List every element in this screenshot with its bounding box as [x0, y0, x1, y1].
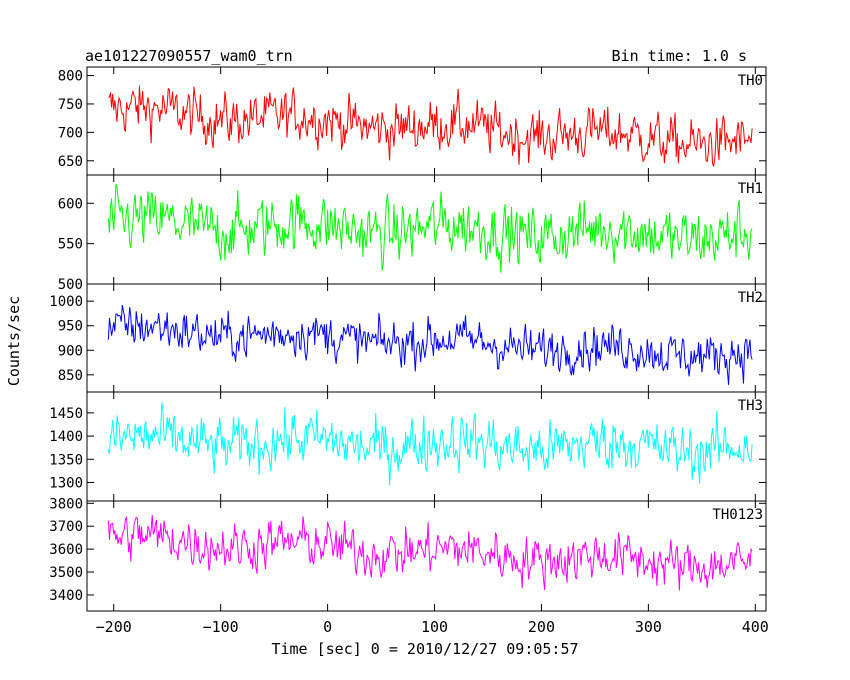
- panel-frame: [86, 500, 767, 612]
- panel-frame: [86, 283, 767, 393]
- y-tick-label: 3700: [49, 519, 83, 535]
- y-tick-label: 900: [58, 343, 83, 359]
- panel-label-th2: TH2: [738, 290, 763, 306]
- y-tick-label: 550: [58, 237, 83, 253]
- y-tick-label: 1350: [49, 452, 83, 468]
- y-tick-label: 3600: [49, 542, 83, 558]
- panel-th0123: 3400 3500 3600 3700 3800 TH0123: [49, 496, 767, 612]
- series-line-th3: [107, 402, 753, 486]
- panel-th0: 650 700 750 800 TH0: [58, 66, 767, 176]
- x-axis-label: Time [sec] 0 = 2010/12/27 09:05:57: [271, 640, 578, 658]
- y-axis-label: Counts/sec: [5, 296, 23, 386]
- x-axis: −200 −100 0 100 200 300 400: [96, 618, 769, 636]
- panel-th3: 1300 1350 1400 1450 TH3: [49, 391, 767, 502]
- y-tick-label: 3800: [49, 496, 83, 512]
- x-tick-label: 0: [323, 618, 332, 636]
- y-tick-label: 700: [58, 125, 83, 141]
- panel-label-th3: TH3: [738, 398, 763, 414]
- y-tick-label: 850: [58, 368, 83, 384]
- y-tick-label: 800: [58, 69, 83, 85]
- y-tick-label: 1000: [49, 294, 83, 310]
- x-tick-label: −200: [96, 618, 132, 636]
- y-tick-label: 1300: [49, 475, 83, 491]
- chart-title-left: ae101227090557_wam0_trn: [85, 47, 293, 65]
- y-tick-label: 3500: [49, 565, 83, 581]
- panel-label-th1: TH1: [738, 181, 763, 197]
- y-tick-label: 3400: [49, 588, 83, 604]
- series-line-th0123: [107, 515, 753, 591]
- x-tick-label: −100: [203, 618, 239, 636]
- y-tick-label: 500: [58, 277, 83, 293]
- panel-th2: 850 900 950 1000 TH2: [49, 283, 767, 393]
- y-tick-label: 1450: [49, 406, 83, 422]
- y-tick-label: 600: [58, 196, 83, 212]
- x-tick-label: 200: [528, 618, 555, 636]
- series-line-th0: [108, 85, 753, 168]
- x-tick-label: 100: [421, 618, 448, 636]
- x-tick-label: 400: [742, 618, 769, 636]
- y-tick-label: 1400: [49, 429, 83, 445]
- y-tick-label: 950: [58, 319, 83, 335]
- y-tick-label: 650: [58, 154, 83, 170]
- chart-title-right: Bin time: 1.0 s: [612, 47, 747, 65]
- panel-label-th0123: TH0123: [712, 507, 763, 523]
- panel-label-th0: TH0: [738, 73, 763, 89]
- x-tick-label: 300: [635, 618, 662, 636]
- panel-th1: 500 550 600 TH1: [58, 174, 767, 293]
- y-tick-label: 750: [58, 97, 83, 113]
- series-line-th2: [107, 305, 753, 385]
- series-line-th1: [107, 183, 753, 273]
